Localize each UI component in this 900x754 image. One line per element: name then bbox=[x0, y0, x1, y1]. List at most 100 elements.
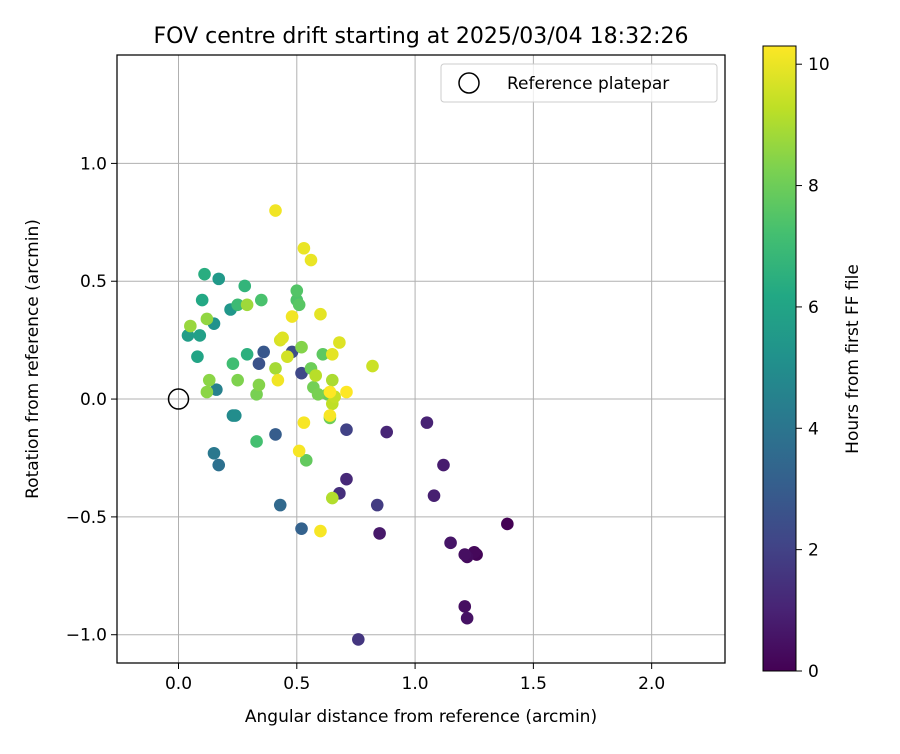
data-point bbox=[325, 491, 339, 505]
data-point bbox=[311, 388, 325, 401]
y-tick-label: 0.5 bbox=[80, 272, 107, 292]
data-point bbox=[292, 444, 306, 458]
y-tick-label: −1.0 bbox=[66, 626, 107, 646]
data-point bbox=[255, 293, 268, 307]
data-point bbox=[200, 312, 214, 326]
data-point bbox=[257, 345, 270, 359]
data-point bbox=[460, 611, 474, 625]
data-point bbox=[458, 600, 472, 613]
plot-frame bbox=[116, 54, 726, 664]
data-point bbox=[299, 454, 313, 467]
data-point bbox=[352, 633, 365, 646]
data-point bbox=[370, 498, 384, 512]
data-point bbox=[228, 409, 242, 422]
y-axis-ticks: −1.0 −0.5 0.0 0.5 1.0 bbox=[66, 154, 117, 646]
data-point bbox=[250, 435, 263, 448]
data-point bbox=[309, 369, 323, 382]
y-axis-label: Rotation from reference (arcmin) bbox=[23, 219, 43, 499]
data-point bbox=[316, 347, 330, 361]
colorbar-tick-label: 2 bbox=[808, 541, 819, 561]
chart-title: FOV centre drift starting at 2025/03/04 … bbox=[154, 24, 689, 49]
colorbar-tick-label: 0 bbox=[808, 662, 819, 682]
data-points bbox=[181, 204, 514, 646]
x-tick-label: 1.0 bbox=[402, 674, 429, 694]
x-axis-label: Angular distance from reference (arcmin) bbox=[245, 707, 597, 727]
colorbar-tick-label: 6 bbox=[808, 298, 819, 318]
data-point bbox=[240, 298, 254, 312]
data-point bbox=[325, 347, 339, 361]
data-point bbox=[501, 517, 514, 531]
x-tick-label: 1.5 bbox=[520, 674, 547, 694]
data-point bbox=[212, 458, 226, 472]
data-point bbox=[202, 373, 216, 387]
data-point bbox=[231, 373, 244, 387]
data-point bbox=[269, 428, 282, 441]
data-point bbox=[281, 350, 294, 363]
data-point bbox=[458, 548, 472, 561]
data-point bbox=[340, 385, 353, 399]
data-point bbox=[207, 446, 221, 460]
data-point bbox=[295, 522, 308, 535]
data-point bbox=[333, 336, 346, 349]
data-point bbox=[290, 284, 304, 297]
reference-layer bbox=[167, 388, 190, 410]
data-point bbox=[200, 385, 214, 399]
data-point bbox=[269, 362, 282, 375]
data-point bbox=[314, 307, 327, 321]
data-point bbox=[191, 350, 204, 363]
y-tick-label: 1.0 bbox=[80, 154, 107, 174]
data-point bbox=[314, 524, 327, 538]
x-axis-ticks: 0.0 0.5 1.0 1.5 2.0 bbox=[165, 663, 665, 694]
data-point bbox=[181, 329, 195, 342]
data-point bbox=[380, 425, 393, 439]
colorbar-label: Hours from first FF file bbox=[843, 264, 863, 454]
data-point bbox=[297, 241, 311, 255]
data-point bbox=[366, 359, 379, 373]
data-point bbox=[427, 489, 441, 502]
colorbar-ticks: 0 2 4 6 8 10 bbox=[796, 55, 830, 682]
data-point bbox=[295, 340, 308, 354]
data-point bbox=[292, 298, 306, 312]
data-point bbox=[252, 357, 266, 371]
legend: Reference platepar bbox=[440, 63, 718, 103]
data-point bbox=[195, 293, 209, 307]
x-tick-label: 0.5 bbox=[283, 674, 310, 694]
data-point bbox=[226, 357, 240, 371]
colorbar-gradient bbox=[762, 45, 797, 672]
data-point bbox=[297, 416, 311, 429]
legend-box bbox=[440, 63, 718, 103]
data-point bbox=[273, 498, 287, 512]
colorbar-tick-label: 10 bbox=[808, 55, 830, 75]
data-point bbox=[285, 310, 299, 323]
data-point bbox=[193, 329, 207, 342]
data-point bbox=[420, 416, 434, 429]
legend-label: Reference platepar bbox=[507, 74, 669, 94]
data-point bbox=[437, 458, 450, 472]
reference-platepar-marker bbox=[167, 388, 190, 410]
data-point bbox=[269, 204, 282, 217]
data-point bbox=[325, 373, 339, 387]
data-point bbox=[212, 272, 226, 286]
legend-marker-open-circle-icon bbox=[458, 72, 480, 94]
data-point bbox=[184, 319, 197, 333]
data-point bbox=[340, 472, 353, 486]
data-point bbox=[250, 388, 263, 401]
data-point bbox=[323, 385, 337, 399]
data-point bbox=[271, 373, 285, 387]
data-point bbox=[252, 378, 266, 392]
grid-lines bbox=[117, 55, 725, 663]
data-point bbox=[231, 298, 244, 312]
data-point bbox=[340, 423, 353, 436]
colorbar: 0 2 4 6 8 10 Hours from first FF file bbox=[762, 45, 863, 682]
colorbar-tick-label: 8 bbox=[808, 177, 819, 197]
colorbar-tick-label: 4 bbox=[808, 419, 819, 439]
data-point bbox=[304, 253, 318, 267]
data-point bbox=[295, 366, 308, 380]
data-point bbox=[276, 331, 289, 345]
data-point bbox=[238, 279, 252, 293]
data-point bbox=[198, 267, 211, 281]
y-tick-label: 0.0 bbox=[80, 390, 107, 410]
y-tick-label: −0.5 bbox=[66, 508, 107, 528]
